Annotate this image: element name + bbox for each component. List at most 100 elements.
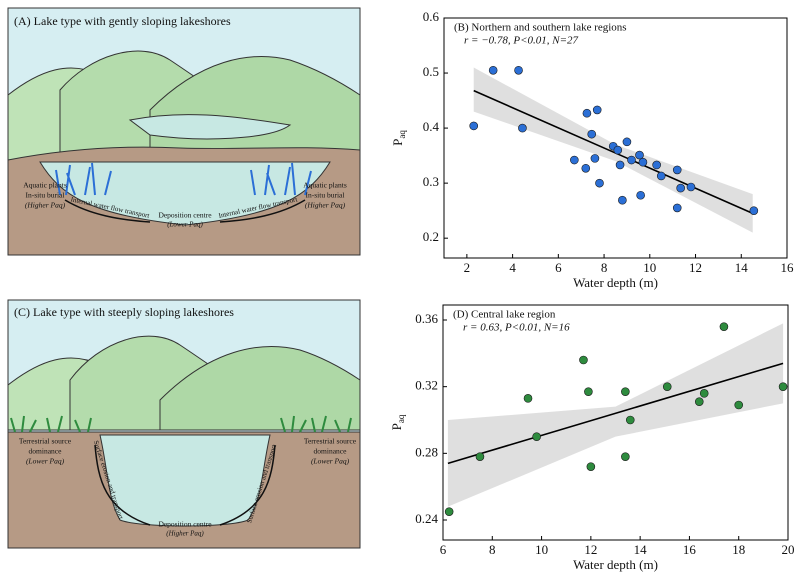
- x-tick-label: 8: [601, 260, 608, 275]
- x-tick-label: 2: [464, 260, 471, 275]
- y-tick-label: 0.4: [423, 119, 440, 134]
- y-tick-label: 0.36: [415, 311, 438, 326]
- point: [672, 165, 682, 175]
- point: [595, 178, 604, 188]
- diagram-label: dominance: [314, 447, 348, 456]
- y-axis-label-sub: aq: [396, 414, 406, 423]
- lake: [99, 434, 271, 527]
- point: [514, 65, 523, 75]
- y-tick-label: 0.5: [423, 64, 439, 79]
- x-axis-label: Water depth (m): [573, 557, 658, 572]
- panel-title: (A) Lake type with gently sloping lakesh…: [14, 14, 231, 28]
- diagram-label: Aquatic plants: [23, 181, 67, 190]
- point: [652, 160, 661, 170]
- diagram-label: (Higher Paq): [305, 201, 346, 210]
- x-axis-label: Water depth (m): [573, 275, 658, 290]
- point: [469, 121, 479, 131]
- point: [523, 394, 533, 403]
- arrow: [219, 444, 276, 526]
- diagram-label: Deposition centre: [158, 520, 212, 529]
- terrestrial-plants: [10, 415, 352, 433]
- y-axis-label: Paq: [390, 130, 407, 146]
- point: [778, 382, 788, 391]
- hill: [159, 346, 361, 431]
- point: [638, 157, 648, 167]
- chart-title: (B) Northern and southern lake regions: [454, 22, 627, 34]
- point: [587, 129, 597, 139]
- diagram-label: dominance: [29, 447, 63, 456]
- point: [475, 452, 485, 461]
- x-tick-label: 14: [634, 542, 648, 557]
- x-tick-label: 16: [781, 260, 795, 275]
- point: [615, 160, 625, 170]
- y-tick-label: 0.6: [423, 9, 440, 24]
- point: [622, 137, 632, 147]
- annotation: r = 0.63, P<0.01, N=16: [463, 322, 570, 334]
- lake-back: [128, 114, 292, 140]
- x-tick-label: 18: [732, 542, 745, 557]
- diagram-label: (Lower Paq): [26, 457, 65, 466]
- point: [488, 65, 498, 75]
- point: [581, 163, 591, 173]
- point: [627, 155, 636, 165]
- point: [749, 206, 759, 215]
- point: [590, 154, 600, 163]
- y-tick-label: 0.3: [423, 174, 439, 189]
- plot-frame: [443, 17, 788, 259]
- y-tick-label: 0.32: [415, 378, 438, 393]
- y-axis-label-main: P: [389, 423, 404, 430]
- point: [635, 150, 644, 160]
- x-tick-label: 6: [555, 260, 562, 275]
- x-tick-label: 4: [509, 260, 516, 275]
- x-tick-label: 8: [489, 542, 496, 557]
- point: [592, 105, 602, 115]
- panel-title: (C) Lake type with steeply sloping lakes…: [14, 305, 234, 319]
- point: [656, 171, 666, 181]
- point: [694, 397, 704, 406]
- point: [719, 322, 729, 331]
- point: [582, 108, 592, 118]
- trend-line: [447, 362, 784, 465]
- point: [444, 507, 454, 516]
- aquatic-plants: [55, 162, 312, 196]
- point: [686, 182, 696, 192]
- diagram-label: (Lower Paq): [311, 457, 350, 466]
- y-axis-label-sub: aq: [397, 130, 407, 139]
- annotation: r = −0.78, P<0.01, N=27: [464, 35, 579, 47]
- y-tick-label: 0.24: [415, 511, 438, 526]
- point: [621, 387, 630, 396]
- plot-frame: [442, 304, 789, 541]
- x-tick-label: 20: [782, 542, 795, 557]
- diagram-label: (Higher Paq): [25, 201, 66, 210]
- point: [699, 389, 709, 398]
- diagram-label: (Lower Paq): [167, 221, 203, 229]
- x-tick-label: 6: [440, 542, 447, 557]
- point: [662, 382, 672, 391]
- y-axis-label-main: P: [390, 139, 405, 146]
- diagram-label: In-situ burial: [306, 191, 345, 200]
- diagram-label: Aquatic plants: [303, 181, 347, 190]
- diagram-label: In-situ burial: [26, 191, 65, 200]
- x-tick-label: 12: [689, 260, 702, 275]
- point: [636, 190, 645, 200]
- point: [570, 155, 579, 165]
- point: [579, 355, 588, 365]
- point: [518, 123, 527, 133]
- lake: [39, 161, 331, 226]
- arrow: [94, 444, 151, 526]
- x-tick-label: 10: [643, 260, 656, 275]
- x-tick-label: 16: [683, 542, 697, 557]
- confidence-band: [447, 323, 784, 507]
- diagram-label: Terrestrial source: [19, 437, 72, 446]
- diagram-label: Deposition centre: [158, 211, 212, 220]
- panel-a: [7, 7, 361, 256]
- panel-c: [7, 299, 361, 549]
- point: [676, 183, 685, 193]
- point: [734, 400, 744, 410]
- y-axis-label: Paq: [389, 414, 406, 430]
- y-tick-label: 0.28: [415, 444, 438, 459]
- point: [584, 387, 593, 396]
- diagram-label: (Higher Paq): [166, 530, 204, 538]
- arrow: [64, 199, 151, 223]
